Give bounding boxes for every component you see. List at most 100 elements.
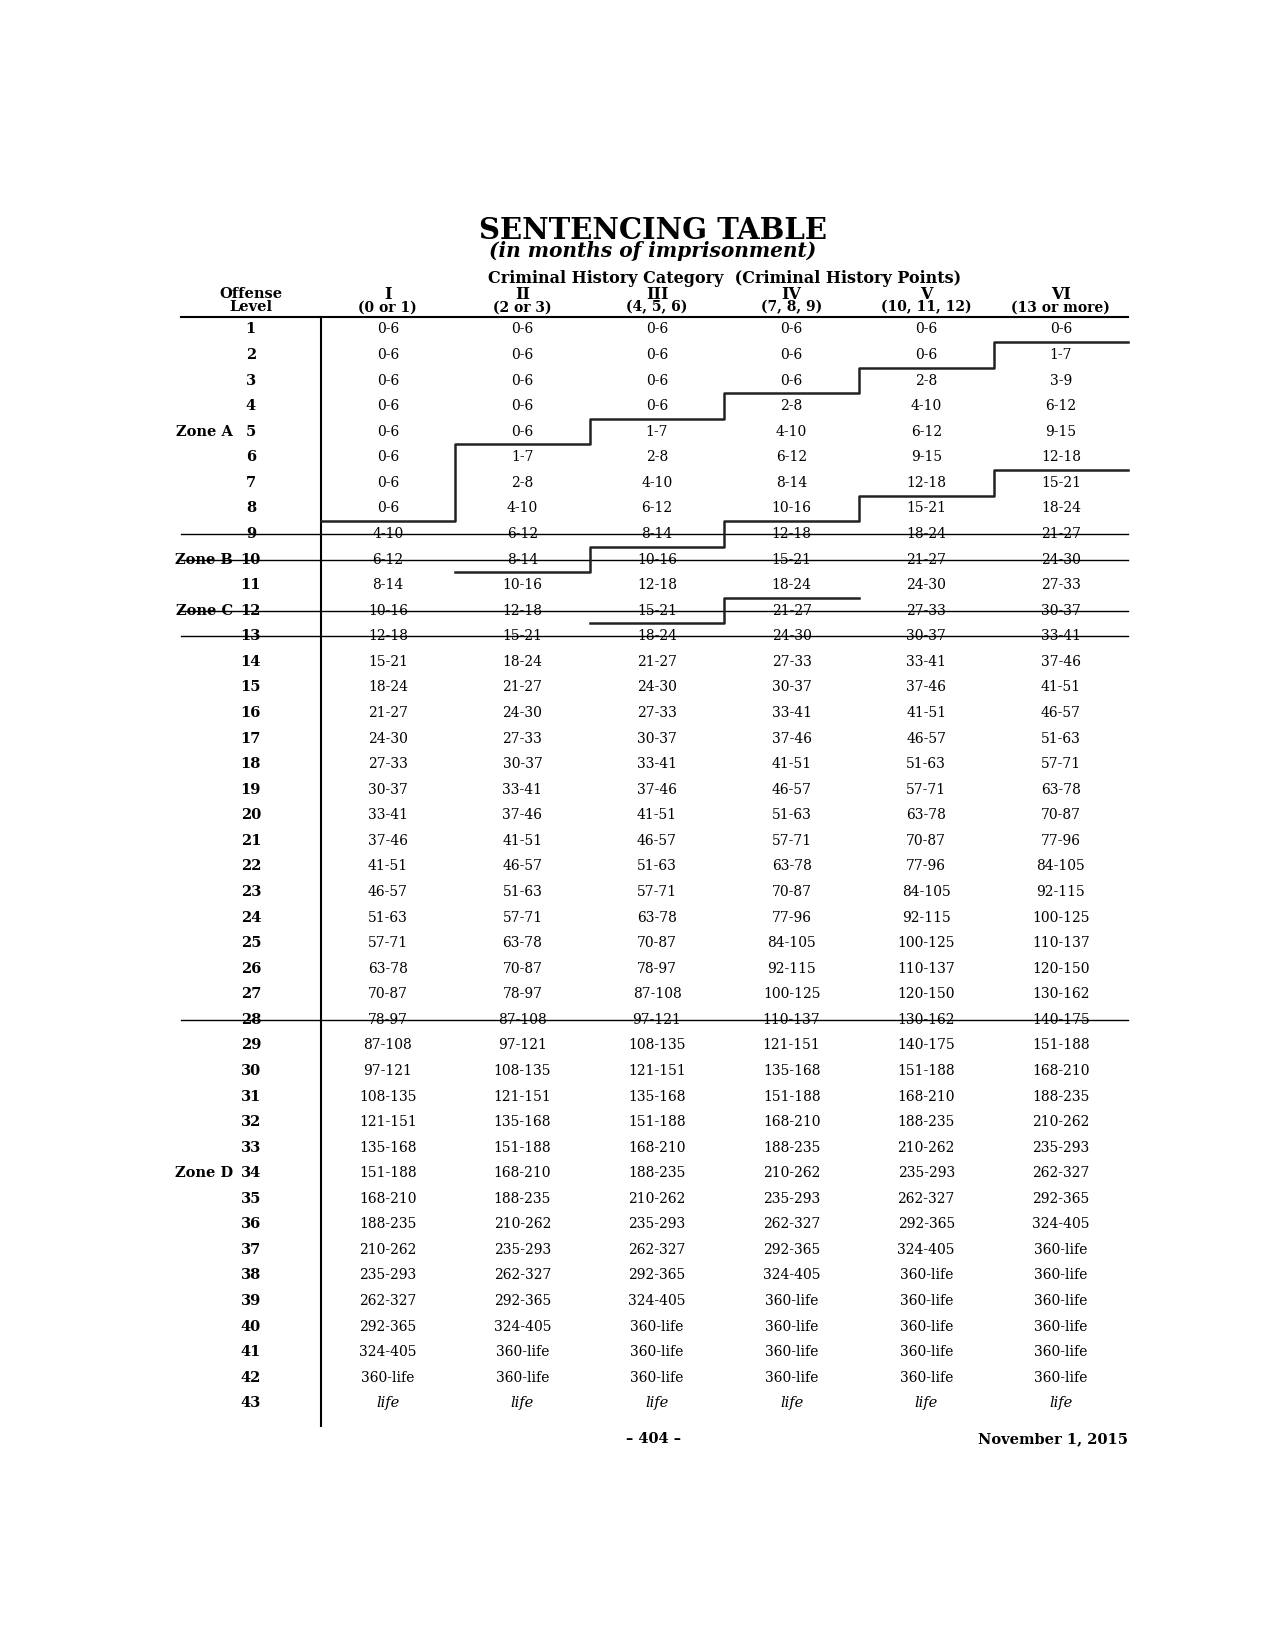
Text: – 404 –: – 404 – [626, 1432, 681, 1447]
Text: 151-188: 151-188 [1031, 1038, 1090, 1053]
Text: 27-33: 27-33 [368, 757, 408, 771]
Text: 168-210: 168-210 [1031, 1064, 1090, 1077]
Text: 63-78: 63-78 [368, 962, 408, 975]
Text: 70-87: 70-87 [502, 962, 542, 975]
Text: 92-115: 92-115 [768, 962, 816, 975]
Text: 360-life: 360-life [1034, 1371, 1088, 1384]
Text: 324-405: 324-405 [629, 1294, 686, 1308]
Text: 51-63: 51-63 [907, 757, 946, 771]
Text: 324-405: 324-405 [898, 1242, 955, 1257]
Text: 37-46: 37-46 [907, 680, 946, 695]
Text: 87-108: 87-108 [499, 1013, 547, 1026]
Text: 36: 36 [241, 1218, 261, 1231]
Text: Offense: Offense [219, 287, 282, 302]
Text: 31: 31 [241, 1089, 261, 1104]
Text: 15-21: 15-21 [368, 655, 408, 668]
Text: 97-121: 97-121 [632, 1013, 682, 1026]
Text: 6-12: 6-12 [910, 424, 942, 439]
Text: 27-33: 27-33 [502, 731, 542, 746]
Text: 360-life: 360-life [496, 1345, 550, 1360]
Text: 6: 6 [246, 450, 256, 464]
Text: (in months of imprisonment): (in months of imprisonment) [490, 241, 817, 261]
Text: 7: 7 [246, 475, 256, 490]
Text: VI: VI [1051, 285, 1071, 302]
Text: 110-137: 110-137 [898, 962, 955, 975]
Text: 20: 20 [241, 808, 261, 822]
Text: 140-175: 140-175 [898, 1038, 955, 1053]
Text: 168-210: 168-210 [762, 1115, 820, 1129]
Text: 292-365: 292-365 [1033, 1191, 1089, 1206]
Text: 262-327: 262-327 [629, 1242, 686, 1257]
Text: 360-life: 360-life [765, 1320, 819, 1333]
Text: 210-262: 210-262 [1033, 1115, 1090, 1129]
Text: 0-6: 0-6 [646, 399, 668, 412]
Text: 1-7: 1-7 [511, 450, 534, 464]
Text: 0-6: 0-6 [376, 373, 399, 388]
Text: 360-life: 360-life [1034, 1320, 1088, 1333]
Text: 151-188: 151-188 [493, 1140, 551, 1155]
Text: 100-125: 100-125 [898, 936, 955, 950]
Text: 10-16: 10-16 [771, 502, 812, 515]
Text: 15-21: 15-21 [502, 629, 542, 644]
Text: 120-150: 120-150 [898, 987, 955, 1002]
Text: 87-108: 87-108 [363, 1038, 412, 1053]
Text: life: life [376, 1396, 399, 1411]
Text: 4-10: 4-10 [910, 399, 942, 412]
Text: 12-18: 12-18 [502, 604, 542, 617]
Text: 0-6: 0-6 [376, 399, 399, 412]
Text: 151-188: 151-188 [360, 1167, 417, 1180]
Text: 1: 1 [246, 322, 256, 337]
Text: 30: 30 [241, 1064, 261, 1077]
Text: 37: 37 [241, 1242, 261, 1257]
Text: life: life [645, 1396, 668, 1411]
Text: 41-51: 41-51 [638, 808, 677, 822]
Text: 10: 10 [241, 553, 261, 566]
Text: 9: 9 [246, 526, 256, 541]
Text: 27-33: 27-33 [907, 604, 946, 617]
Text: 121-151: 121-151 [360, 1115, 417, 1129]
Text: 100-125: 100-125 [1031, 911, 1090, 924]
Text: 21-27: 21-27 [638, 655, 677, 668]
Text: 77-96: 77-96 [771, 911, 812, 924]
Text: 30-37: 30-37 [907, 629, 946, 644]
Text: 33-41: 33-41 [502, 782, 542, 797]
Text: 360-life: 360-life [765, 1371, 819, 1384]
Text: 24: 24 [241, 911, 261, 924]
Text: V: V [921, 285, 932, 302]
Text: 168-210: 168-210 [629, 1140, 686, 1155]
Text: 188-235: 188-235 [762, 1140, 820, 1155]
Text: 26: 26 [241, 962, 261, 975]
Text: 210-262: 210-262 [493, 1218, 551, 1231]
Text: 11: 11 [241, 578, 261, 592]
Text: 135-168: 135-168 [629, 1089, 686, 1104]
Text: life: life [1049, 1396, 1072, 1411]
Text: 15-21: 15-21 [638, 604, 677, 617]
Text: 2-8: 2-8 [511, 475, 533, 490]
Text: 100-125: 100-125 [762, 987, 820, 1002]
Text: 18-24: 18-24 [638, 629, 677, 644]
Text: 18: 18 [241, 757, 261, 771]
Text: 63-78: 63-78 [907, 808, 946, 822]
Text: 235-293: 235-293 [762, 1191, 820, 1206]
Text: 42: 42 [241, 1371, 261, 1384]
Text: 360-life: 360-life [900, 1320, 952, 1333]
Text: 33: 33 [241, 1140, 261, 1155]
Text: 92-115: 92-115 [901, 911, 951, 924]
Text: Level: Level [230, 300, 273, 315]
Text: 235-293: 235-293 [629, 1218, 686, 1231]
Text: 51-63: 51-63 [1040, 731, 1081, 746]
Text: 18-24: 18-24 [907, 526, 946, 541]
Text: 108-135: 108-135 [629, 1038, 686, 1053]
Text: 360-life: 360-life [496, 1371, 550, 1384]
Text: SENTENCING TABLE: SENTENCING TABLE [479, 216, 827, 244]
Text: 33-41: 33-41 [1040, 629, 1081, 644]
Text: life: life [780, 1396, 803, 1411]
Text: 210-262: 210-262 [762, 1167, 820, 1180]
Text: 84-105: 84-105 [901, 884, 951, 899]
Text: 30-37: 30-37 [502, 757, 542, 771]
Text: 57-71: 57-71 [771, 833, 812, 848]
Text: 135-168: 135-168 [360, 1140, 417, 1155]
Text: 235-293: 235-293 [360, 1269, 417, 1282]
Text: 46-57: 46-57 [502, 860, 542, 873]
Text: 39: 39 [241, 1294, 261, 1308]
